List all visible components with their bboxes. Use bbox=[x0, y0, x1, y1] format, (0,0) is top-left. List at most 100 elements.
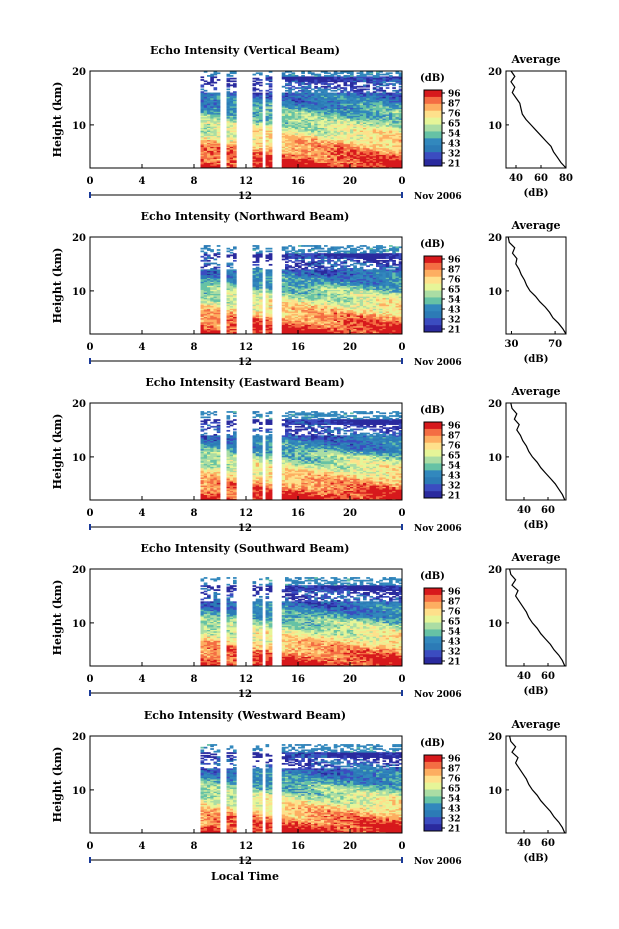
heatmap-cell bbox=[321, 76, 325, 78]
heatmap-cell bbox=[253, 93, 257, 95]
heatmap-cell bbox=[227, 74, 231, 76]
heatmap-cell bbox=[259, 90, 263, 92]
heatmap-cell bbox=[305, 76, 309, 78]
heatmap-cell bbox=[266, 93, 270, 95]
heatmap-cell bbox=[230, 75, 234, 77]
heatmap-cell bbox=[311, 89, 315, 91]
heatmap-cell bbox=[282, 93, 286, 95]
heatmap-cell bbox=[318, 74, 322, 76]
heatmap-cell bbox=[331, 74, 335, 76]
heatmap-cell bbox=[230, 93, 234, 95]
heatmap-cell bbox=[210, 74, 214, 76]
heatmap-cell bbox=[214, 93, 218, 95]
heatmap-cell bbox=[305, 83, 309, 85]
heatmap-cell bbox=[201, 79, 205, 81]
heatmap-cell bbox=[210, 93, 214, 95]
heatmap-cell bbox=[331, 83, 335, 85]
heatmap-cell bbox=[227, 89, 231, 91]
heatmap-cell bbox=[256, 78, 260, 80]
heatmap-cell bbox=[201, 84, 205, 86]
heatmap-cell bbox=[318, 93, 322, 95]
heatmap-cell bbox=[227, 78, 231, 80]
heatmap-cell bbox=[233, 83, 237, 85]
heatmap-cell bbox=[295, 91, 299, 93]
heatmap-cell bbox=[269, 83, 273, 85]
heatmap-cell bbox=[331, 90, 335, 92]
heatmap-cell bbox=[282, 72, 286, 74]
heatmap-cell bbox=[230, 80, 234, 82]
heatmap-cell bbox=[230, 84, 234, 86]
heatmap-cell bbox=[331, 87, 335, 89]
heatmap-cell bbox=[331, 93, 335, 95]
heatmap-cell bbox=[282, 86, 286, 88]
heatmap-cell bbox=[292, 86, 296, 88]
heatmap-cell bbox=[298, 87, 302, 89]
heatmap-cell bbox=[233, 78, 237, 80]
heatmap-cell bbox=[327, 75, 331, 77]
heatmap-cell bbox=[217, 79, 221, 81]
heatmap-cell bbox=[292, 89, 296, 91]
heatmap-cell bbox=[314, 90, 318, 92]
heatmap-cell bbox=[298, 90, 302, 92]
heatmap-cell bbox=[214, 76, 218, 78]
heatmap-cell bbox=[269, 91, 273, 93]
heatmap-cell bbox=[327, 83, 331, 85]
heatmap-cell bbox=[285, 83, 289, 85]
heatmap-cell bbox=[253, 80, 257, 82]
heatmap-cell bbox=[298, 93, 302, 95]
heatmap-cell bbox=[227, 91, 231, 93]
heatmap-cell bbox=[230, 78, 234, 80]
heatmap-cell bbox=[207, 82, 211, 84]
heatmap-cell bbox=[327, 89, 331, 91]
heatmap-cell bbox=[288, 87, 292, 89]
heatmap-cell bbox=[311, 72, 315, 74]
heatmap-cell bbox=[266, 90, 270, 92]
heatmap-cell bbox=[301, 86, 305, 88]
heatmap-cells bbox=[201, 71, 403, 168]
heatmap-cell bbox=[295, 75, 299, 77]
heatmap-cell bbox=[214, 82, 218, 84]
heatmap-cell bbox=[327, 72, 331, 74]
panel-1: Echo Intensity (Vertical Beam)Height (km… bbox=[51, 44, 573, 202]
heatmap-cell bbox=[201, 89, 205, 91]
heatmap-cell bbox=[305, 86, 309, 88]
heatmap-cell bbox=[217, 72, 221, 74]
heatmap-cell bbox=[201, 76, 205, 78]
heatmap-cell bbox=[233, 80, 237, 82]
heatmap-cell bbox=[292, 93, 296, 95]
heatmap-cell bbox=[259, 82, 263, 84]
heatmap-cell bbox=[253, 87, 257, 89]
heatmap-cell bbox=[269, 89, 273, 91]
heatmap-cell bbox=[204, 80, 208, 82]
heatmap-cell bbox=[314, 74, 318, 76]
heatmap-cell bbox=[311, 76, 315, 78]
heatmap-cell bbox=[256, 89, 260, 91]
heatmap-cell bbox=[318, 87, 322, 89]
heatmap-cell bbox=[311, 93, 315, 95]
heatmap-cell bbox=[298, 76, 302, 78]
echo-intensity-figure: Local Time Echo Intensity (Vertical Beam… bbox=[0, 0, 619, 929]
y-axis-label: Height (km) bbox=[51, 82, 64, 158]
heatmap-cell bbox=[207, 75, 211, 77]
heatmap-cell bbox=[253, 78, 257, 80]
heatmap-cell bbox=[256, 72, 260, 74]
heatmap-cell bbox=[259, 93, 263, 95]
heatmap-cell bbox=[266, 75, 270, 77]
heatmap-cell bbox=[324, 75, 328, 77]
heatmap-cell bbox=[314, 86, 318, 88]
heatmap-cell bbox=[308, 76, 312, 78]
heatmap-cell bbox=[321, 86, 325, 88]
heatmap-cell bbox=[288, 74, 292, 76]
heatmap-cell bbox=[292, 72, 296, 74]
heatmap-cell bbox=[233, 91, 237, 93]
heatmap-cell bbox=[207, 93, 211, 95]
heatmap-cell bbox=[266, 83, 270, 85]
heatmap-cell bbox=[217, 93, 221, 95]
heatmap-cell bbox=[204, 90, 208, 92]
heatmap-cell bbox=[285, 75, 289, 77]
heatmap-cell bbox=[259, 84, 263, 86]
heatmap-cell bbox=[295, 87, 299, 89]
heatmap-cell bbox=[253, 83, 257, 85]
heatmap-cell bbox=[256, 93, 260, 95]
heatmap-cell bbox=[324, 86, 328, 88]
